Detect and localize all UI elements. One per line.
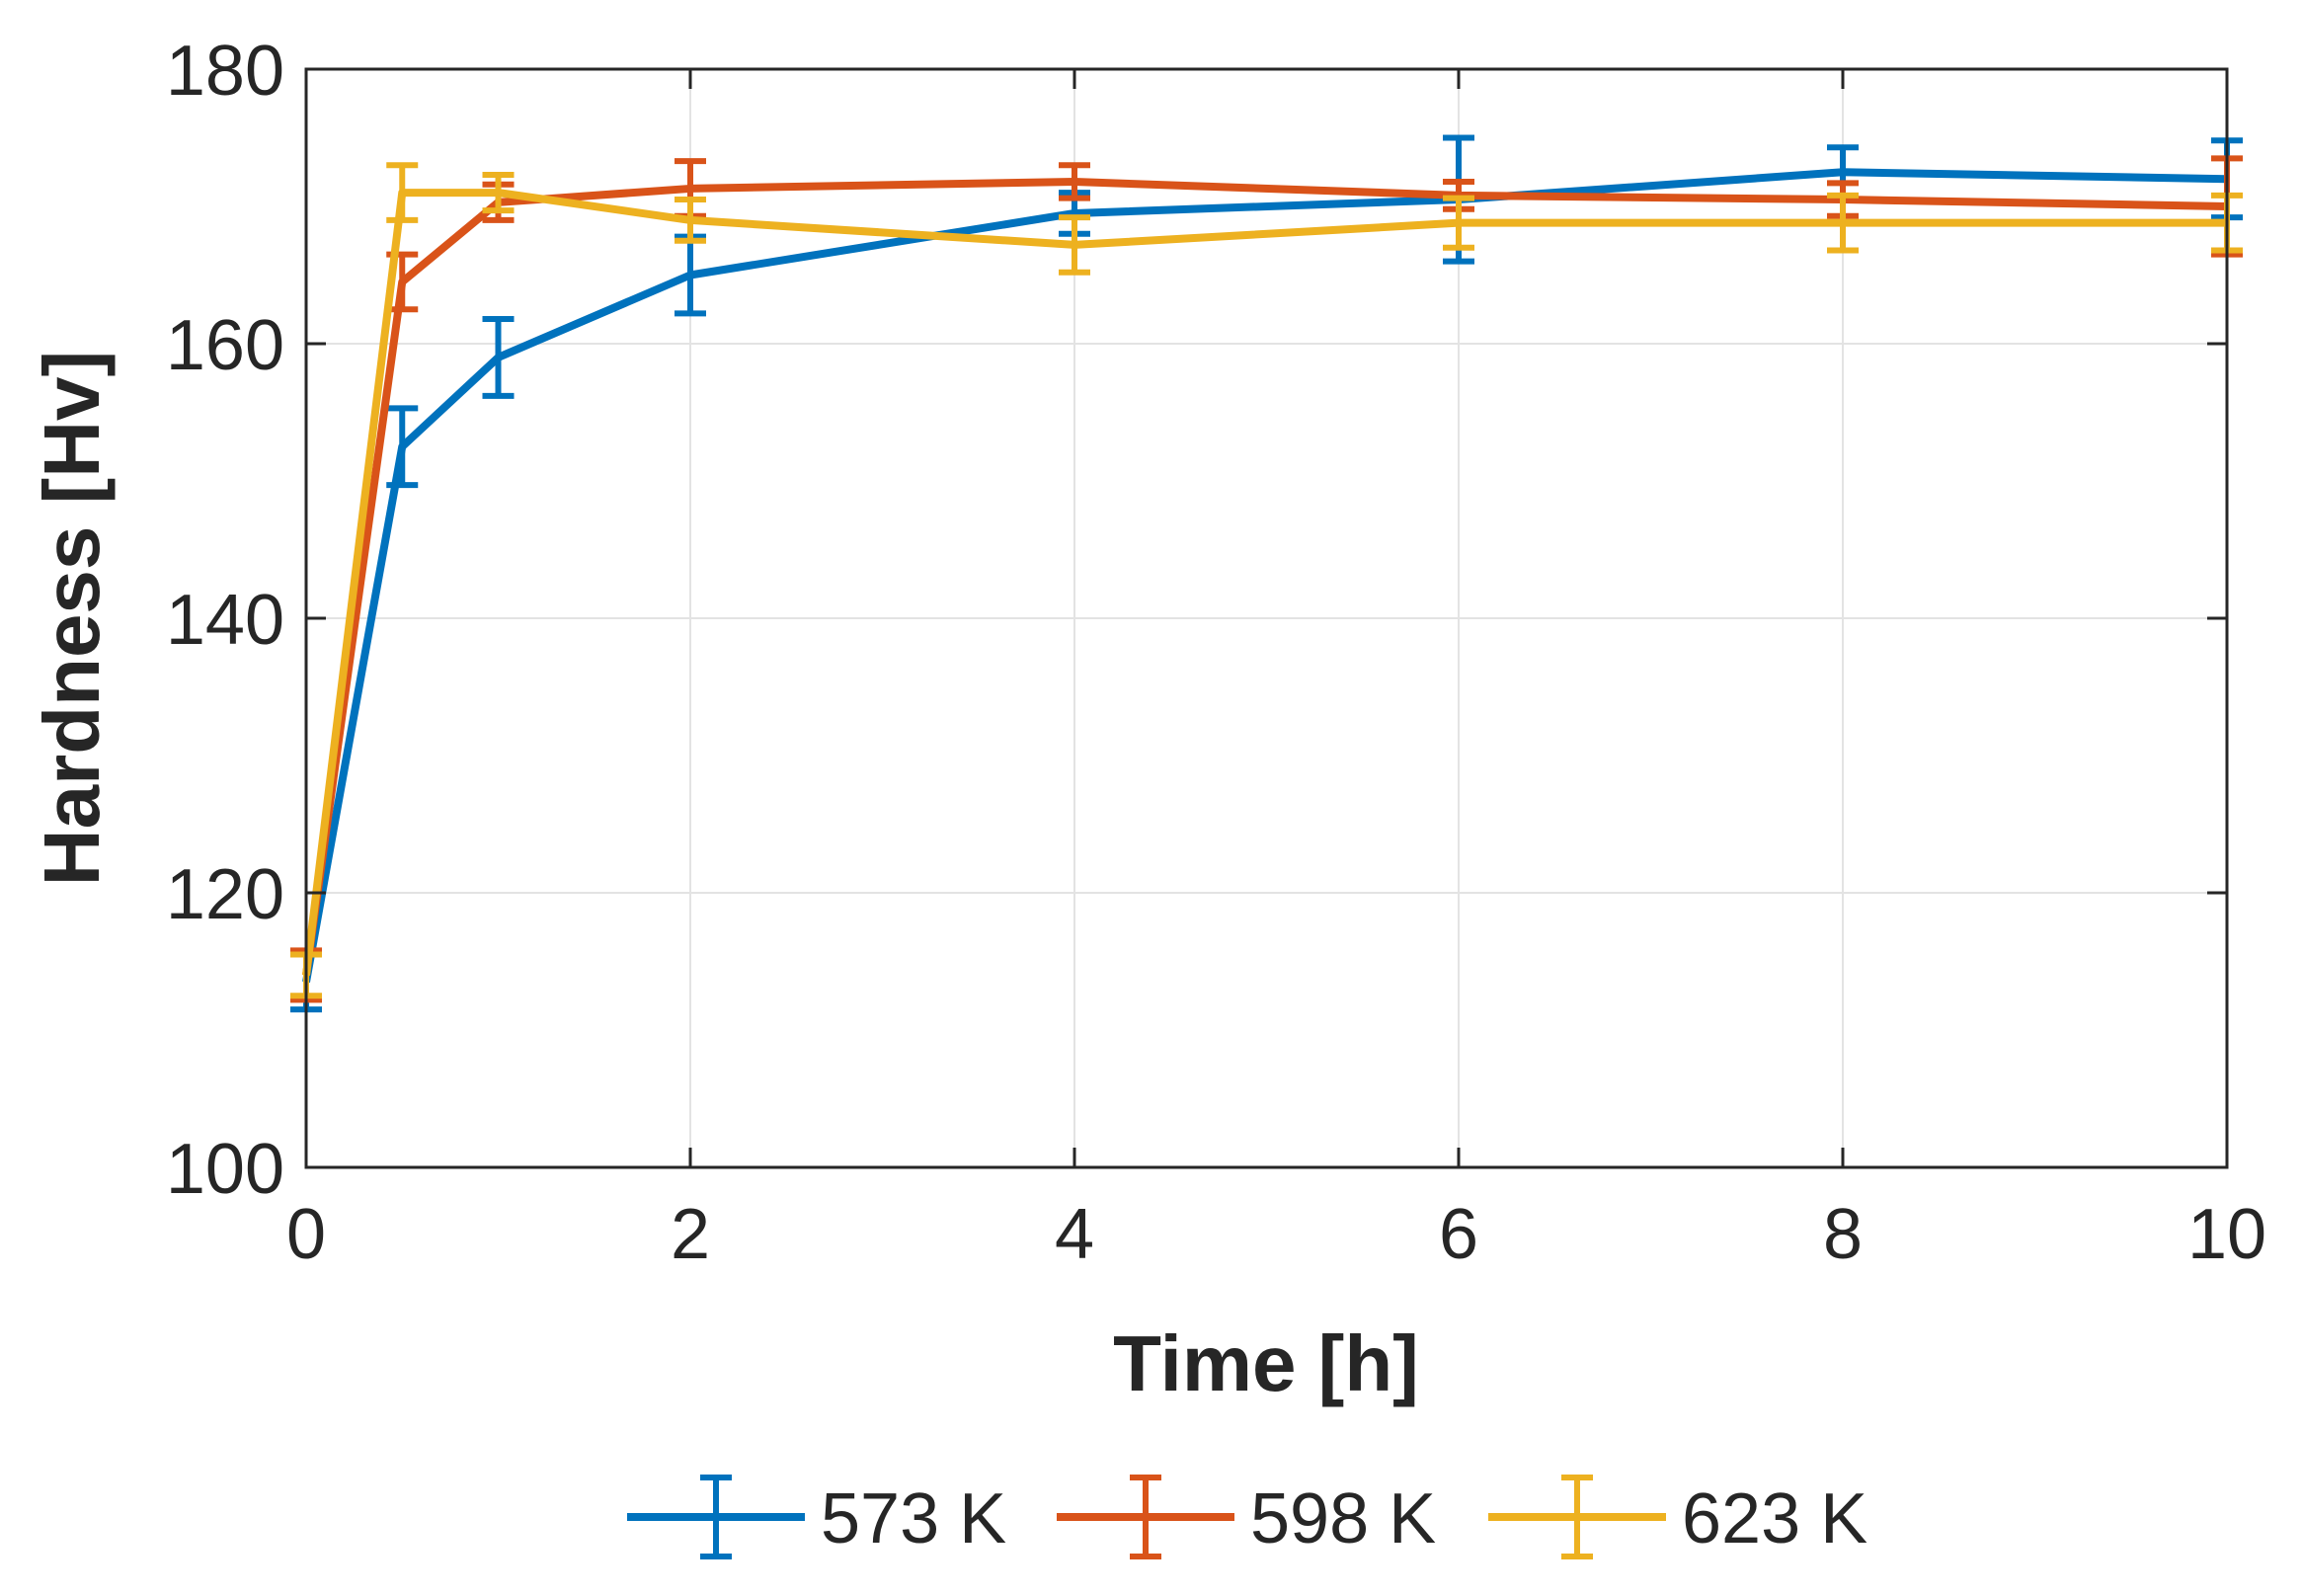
x-tick-label: 2: [671, 1195, 710, 1274]
legend-item-1: 598 K: [1057, 1475, 1436, 1559]
data-point: [399, 443, 406, 450]
error-bar: [1059, 162, 1090, 201]
x-tick-label: 10: [2187, 1195, 2266, 1274]
series-line: [302, 189, 2227, 976]
data-point: [1840, 219, 1846, 226]
error-bar: [482, 172, 515, 214]
legend-item-2: 623 K: [1488, 1475, 1867, 1559]
legend-item-0: 573 K: [627, 1475, 1006, 1559]
error-bar: [386, 405, 419, 489]
data-series: [290, 134, 2243, 1013]
data-point: [687, 185, 693, 192]
legend: 573 K 598 K 623 K: [627, 1475, 1867, 1559]
x-axis-label: Time [h]: [1113, 1319, 1419, 1407]
data-point: [495, 190, 502, 197]
y-tick-label: 100: [166, 1130, 284, 1209]
y-tick-label: 140: [166, 581, 284, 660]
x-tick-label: 0: [286, 1195, 326, 1274]
data-point: [1072, 241, 1077, 248]
series-line: [302, 168, 2228, 984]
series-line: [302, 177, 2228, 976]
data-point: [687, 272, 693, 279]
error-bar: [482, 315, 515, 399]
error-bar: [1827, 192, 1859, 254]
data-point: [399, 190, 406, 197]
data-point: [1840, 169, 1846, 176]
legend-label: 573 K: [821, 1479, 1006, 1558]
x-tick-label: 8: [1823, 1195, 1863, 1274]
legend-label: 623 K: [1682, 1479, 1867, 1558]
error-bar: [1059, 214, 1090, 276]
data-point: [495, 354, 502, 360]
data-point: [1072, 178, 1077, 185]
x-tick-label: 4: [1055, 1195, 1094, 1274]
error-bar: [675, 197, 706, 244]
axis-ticks: 0 2 4 6 8 10 100 120 140 160 180: [166, 32, 2266, 1274]
data-point: [399, 279, 406, 285]
legend-label: 598 K: [1250, 1479, 1436, 1558]
y-tick-label: 180: [166, 32, 284, 111]
y-tick-label: 120: [166, 855, 284, 934]
data-point: [687, 216, 693, 223]
y-tick-label: 160: [166, 306, 284, 385]
data-point: [1456, 219, 1462, 226]
error-bar: [386, 162, 419, 223]
y-axis-label: Hardness [Hv]: [28, 351, 116, 886]
error-bar: [1443, 195, 1474, 251]
x-tick-label: 6: [1439, 1195, 1478, 1274]
